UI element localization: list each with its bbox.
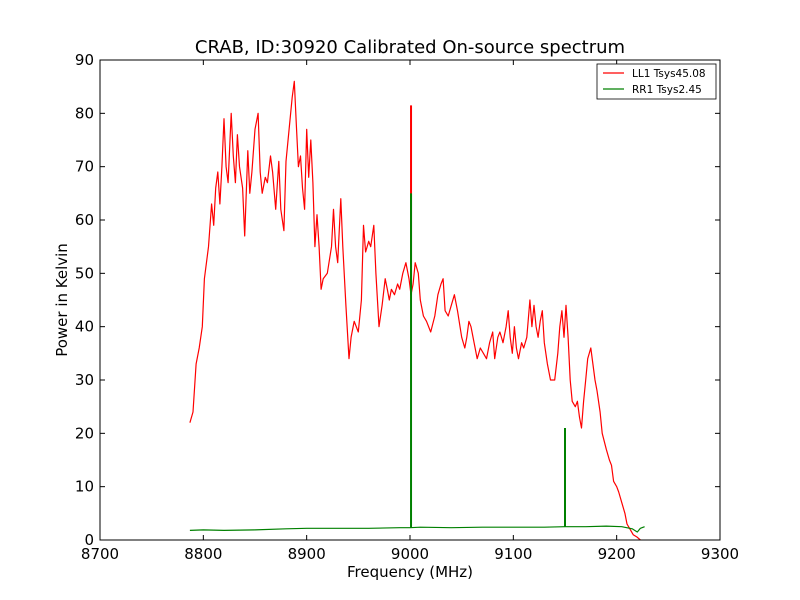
x-tick-label: 8700 [81, 545, 119, 563]
y-tick-label: 60 [75, 211, 94, 229]
y-tick-label: 70 [75, 158, 94, 176]
x-tick-label: 9200 [598, 545, 636, 563]
legend-box [596, 63, 717, 100]
y-tick-label: 80 [75, 104, 94, 122]
y-tick-label: 40 [75, 318, 94, 336]
x-axis-label: Frequency (MHz) [347, 563, 473, 581]
y-tick-label: 0 [84, 531, 94, 549]
y-axis-label: Power in Kelvin [53, 243, 71, 357]
chart-title: CRAB, ID:30920 Calibrated On-source spec… [195, 37, 625, 58]
series-layer [189, 80, 645, 541]
series-line-1 [189, 525, 645, 533]
legend-label-rr1: RR1 Tsys2.45 [632, 84, 702, 96]
y-tick-label: 50 [75, 264, 94, 282]
y-tick-label: 90 [75, 51, 94, 69]
y-tick-label: 10 [75, 478, 94, 496]
x-tick-label: 9100 [494, 545, 532, 563]
legend: LL1 Tsys45.08 RR1 Tsys2.45 [596, 63, 717, 100]
x-tick-label: 8800 [184, 545, 222, 563]
legend-label-ll1: LL1 Tsys45.08 [632, 68, 706, 80]
y-tick-label: 20 [75, 424, 94, 442]
x-tick-label: 8900 [288, 545, 326, 563]
plot-area: 8700 8800 8900 9000 9100 9200 9300 0 10 20 30 40 50 6… [75, 51, 739, 563]
x-tick-label: 9300 [701, 545, 739, 563]
y-tick-label: 30 [75, 371, 94, 389]
x-tick-label: 9000 [391, 545, 429, 563]
ticks-layer: 8700 8800 8900 9000 9100 9200 9300 0 10 20 30 40 50 6… [75, 51, 739, 563]
